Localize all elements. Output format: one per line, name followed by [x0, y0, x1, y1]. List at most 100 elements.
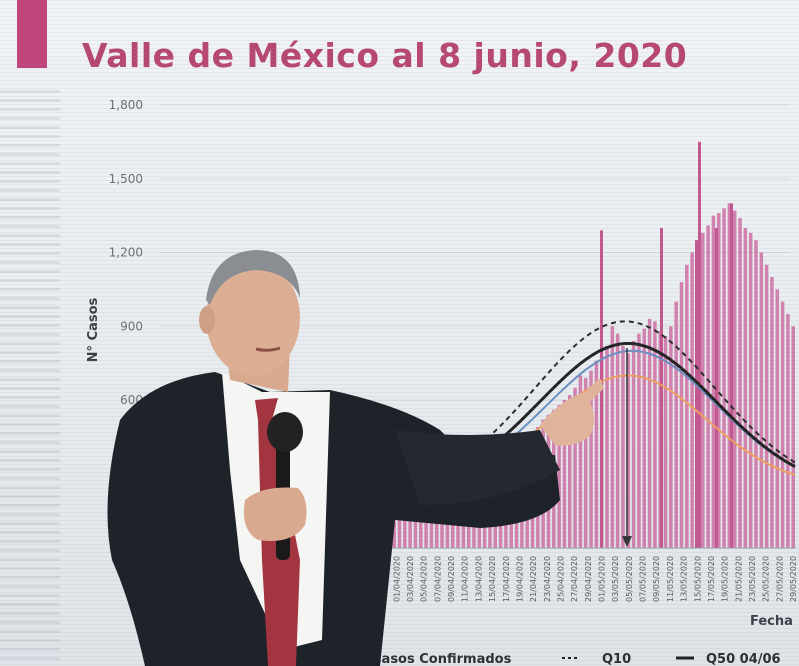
bar: [775, 289, 780, 548]
x-tick-label: 15/05/2020: [693, 556, 702, 602]
bar: [567, 395, 572, 548]
bar: [578, 375, 583, 548]
series-line-q50: [479, 341, 796, 468]
bar: [429, 505, 434, 548]
bar: [615, 333, 620, 548]
bar: [594, 360, 599, 548]
bar: [706, 225, 710, 549]
legend-q10-label: Q10: [602, 652, 631, 666]
bar: [780, 301, 785, 548]
bar: [419, 515, 423, 548]
speaker-arm: [395, 430, 560, 505]
bar: [679, 282, 684, 548]
y-tick-label: 1,500: [109, 172, 143, 186]
bar: [698, 141, 701, 548]
decorative-ornament: [0, 90, 60, 666]
bar: [413, 513, 418, 548]
bar: [621, 345, 625, 548]
x-axis-title: Fecha: [750, 614, 793, 629]
bar: [392, 520, 396, 548]
bar: [434, 508, 439, 548]
bar: [605, 345, 609, 548]
bar: [690, 252, 694, 548]
bar: [715, 227, 718, 548]
y-tick-label: 1,200: [109, 246, 143, 260]
x-tick-label: 23/04/2020: [543, 556, 552, 602]
bar: [730, 203, 733, 549]
x-tick-label: 11/04/2020: [461, 556, 470, 602]
bar: [743, 227, 748, 548]
legend-casos-label: Casos Confirmados: [372, 652, 512, 666]
bar: [722, 208, 726, 548]
bar: [440, 503, 444, 548]
x-tick-label: 27/04/2020: [570, 556, 579, 602]
x-tick-label: 29/05/2020: [789, 556, 798, 602]
bar: [754, 240, 758, 549]
y-tick-label: 1,800: [109, 98, 143, 112]
bar: [727, 203, 732, 549]
x-tick-label: 07/04/2020: [433, 556, 442, 602]
x-tick-label: 19/04/2020: [515, 556, 524, 602]
bar: [663, 336, 668, 548]
x-tick-label: 17/04/2020: [502, 556, 511, 602]
bar: [610, 326, 615, 548]
speaker-hair: [206, 250, 300, 305]
bar: [403, 519, 407, 548]
x-tick-label: 11/05/2020: [666, 556, 675, 602]
x-tick-label: 21/05/2020: [734, 556, 743, 602]
bar: [764, 264, 769, 548]
x-tick-label: 09/05/2020: [652, 556, 661, 602]
speaker-mouth: [255, 346, 281, 352]
x-tick-label: 07/05/2020: [639, 556, 648, 602]
bar: [711, 215, 716, 548]
x-tick-label: 05/04/2020: [420, 556, 429, 602]
speaker-ear: [199, 306, 215, 334]
bar: [562, 400, 567, 548]
x-tick-label: 01/04/2020: [392, 556, 401, 602]
legend-q50-label: Q50 04/06: [706, 652, 781, 666]
y-tick-label: 900: [120, 319, 143, 333]
x-tick-label: 13/04/2020: [474, 556, 483, 602]
bar: [669, 326, 673, 548]
bar: [626, 353, 631, 548]
bar: [589, 370, 593, 548]
bar: [557, 404, 561, 548]
bar: [573, 387, 577, 548]
bar: [653, 321, 657, 548]
speaker-head: [206, 260, 300, 376]
bar: [642, 328, 647, 548]
bar: [685, 264, 689, 548]
bar: [674, 301, 678, 548]
x-tick-label: 03/05/2020: [611, 556, 620, 602]
x-tick-label: 03/04/2020: [406, 556, 415, 602]
peak-marker-arrow: [622, 536, 632, 547]
bar: [716, 213, 721, 548]
bar: [732, 210, 737, 549]
bar: [424, 510, 428, 548]
bar: [583, 377, 588, 548]
x-tick-label: 27/05/2020: [775, 556, 784, 602]
bar: [660, 227, 663, 548]
bar: [786, 313, 790, 548]
speaker-holding-hand: [243, 487, 307, 541]
bar: [397, 518, 402, 548]
x-tick-label: 29/04/2020: [584, 556, 593, 602]
x-tick-label: 15/04/2020: [488, 556, 497, 602]
bar: [637, 333, 641, 548]
x-tick-label: 17/05/2020: [707, 556, 716, 602]
accent-bar: [17, 0, 47, 68]
x-tick-label: 01/05/2020: [598, 556, 607, 602]
bar: [791, 326, 795, 548]
bar: [748, 232, 753, 549]
x-tick-label: 19/05/2020: [721, 556, 730, 602]
slide-title: Valle de México al 8 junio, 2020: [82, 36, 688, 75]
y-axis-title: N° Casos: [86, 297, 101, 362]
x-tick-label: 25/05/2020: [762, 556, 771, 602]
x-tick-label: 23/05/2020: [748, 556, 757, 602]
speaker-jacket: [107, 372, 560, 666]
bar: [759, 252, 764, 548]
bar: [738, 218, 742, 549]
